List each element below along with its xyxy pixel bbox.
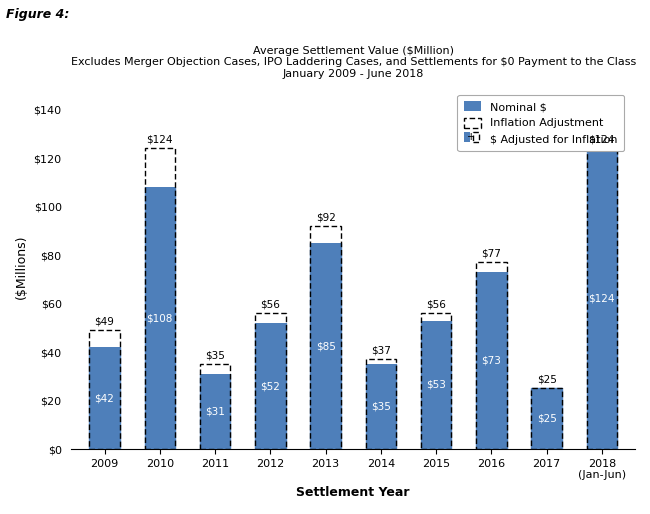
Bar xyxy=(311,226,341,243)
Text: $35: $35 xyxy=(205,351,225,361)
Bar xyxy=(89,347,120,449)
Text: Figure 4:: Figure 4: xyxy=(6,8,70,21)
Bar xyxy=(532,389,562,449)
Bar xyxy=(89,331,120,449)
Text: $52: $52 xyxy=(261,381,280,391)
Bar xyxy=(366,359,396,364)
Text: $85: $85 xyxy=(316,341,335,351)
Bar xyxy=(421,321,451,449)
Bar xyxy=(366,359,396,449)
Text: $56: $56 xyxy=(261,300,280,310)
Title: Average Settlement Value ($Million)
Excludes Merger Objection Cases, IPO Ladderi: Average Settlement Value ($Million) Excl… xyxy=(71,46,636,79)
Text: $25: $25 xyxy=(537,414,556,424)
Bar xyxy=(144,149,175,449)
Bar xyxy=(311,243,341,449)
Text: $108: $108 xyxy=(147,313,173,323)
Bar xyxy=(366,364,396,449)
Bar xyxy=(476,263,506,449)
Bar xyxy=(255,314,285,323)
Text: $124: $124 xyxy=(146,135,173,145)
Bar xyxy=(311,226,341,449)
Text: $53: $53 xyxy=(426,380,446,390)
Text: $124: $124 xyxy=(589,294,615,304)
Bar xyxy=(476,272,506,449)
Text: $37: $37 xyxy=(371,346,391,356)
Bar xyxy=(476,263,506,272)
X-axis label: Settlement Year: Settlement Year xyxy=(296,486,410,499)
Text: $42: $42 xyxy=(95,393,114,403)
Bar xyxy=(144,149,175,187)
Bar xyxy=(255,314,285,449)
Bar xyxy=(587,149,617,449)
Bar xyxy=(200,364,230,449)
Bar xyxy=(200,364,230,374)
Bar xyxy=(144,187,175,449)
Bar xyxy=(89,331,120,347)
Bar xyxy=(200,374,230,449)
Y-axis label: ($Millions): ($Millions) xyxy=(15,235,28,300)
Text: $124: $124 xyxy=(589,135,615,145)
Bar xyxy=(587,149,617,449)
Text: $73: $73 xyxy=(482,356,501,365)
Text: $31: $31 xyxy=(205,407,225,416)
Legend: Nominal $, Inflation Adjustment, $ Adjusted for Inflation: Nominal $, Inflation Adjustment, $ Adjus… xyxy=(458,95,624,151)
Text: $77: $77 xyxy=(482,249,501,259)
Bar xyxy=(532,389,562,449)
Text: $49: $49 xyxy=(95,317,114,327)
Bar xyxy=(255,323,285,449)
Bar xyxy=(421,314,451,321)
Text: $25: $25 xyxy=(537,375,556,385)
Bar xyxy=(421,314,451,449)
Text: $92: $92 xyxy=(316,212,335,223)
Text: $35: $35 xyxy=(371,401,391,412)
Text: $56: $56 xyxy=(426,300,446,310)
